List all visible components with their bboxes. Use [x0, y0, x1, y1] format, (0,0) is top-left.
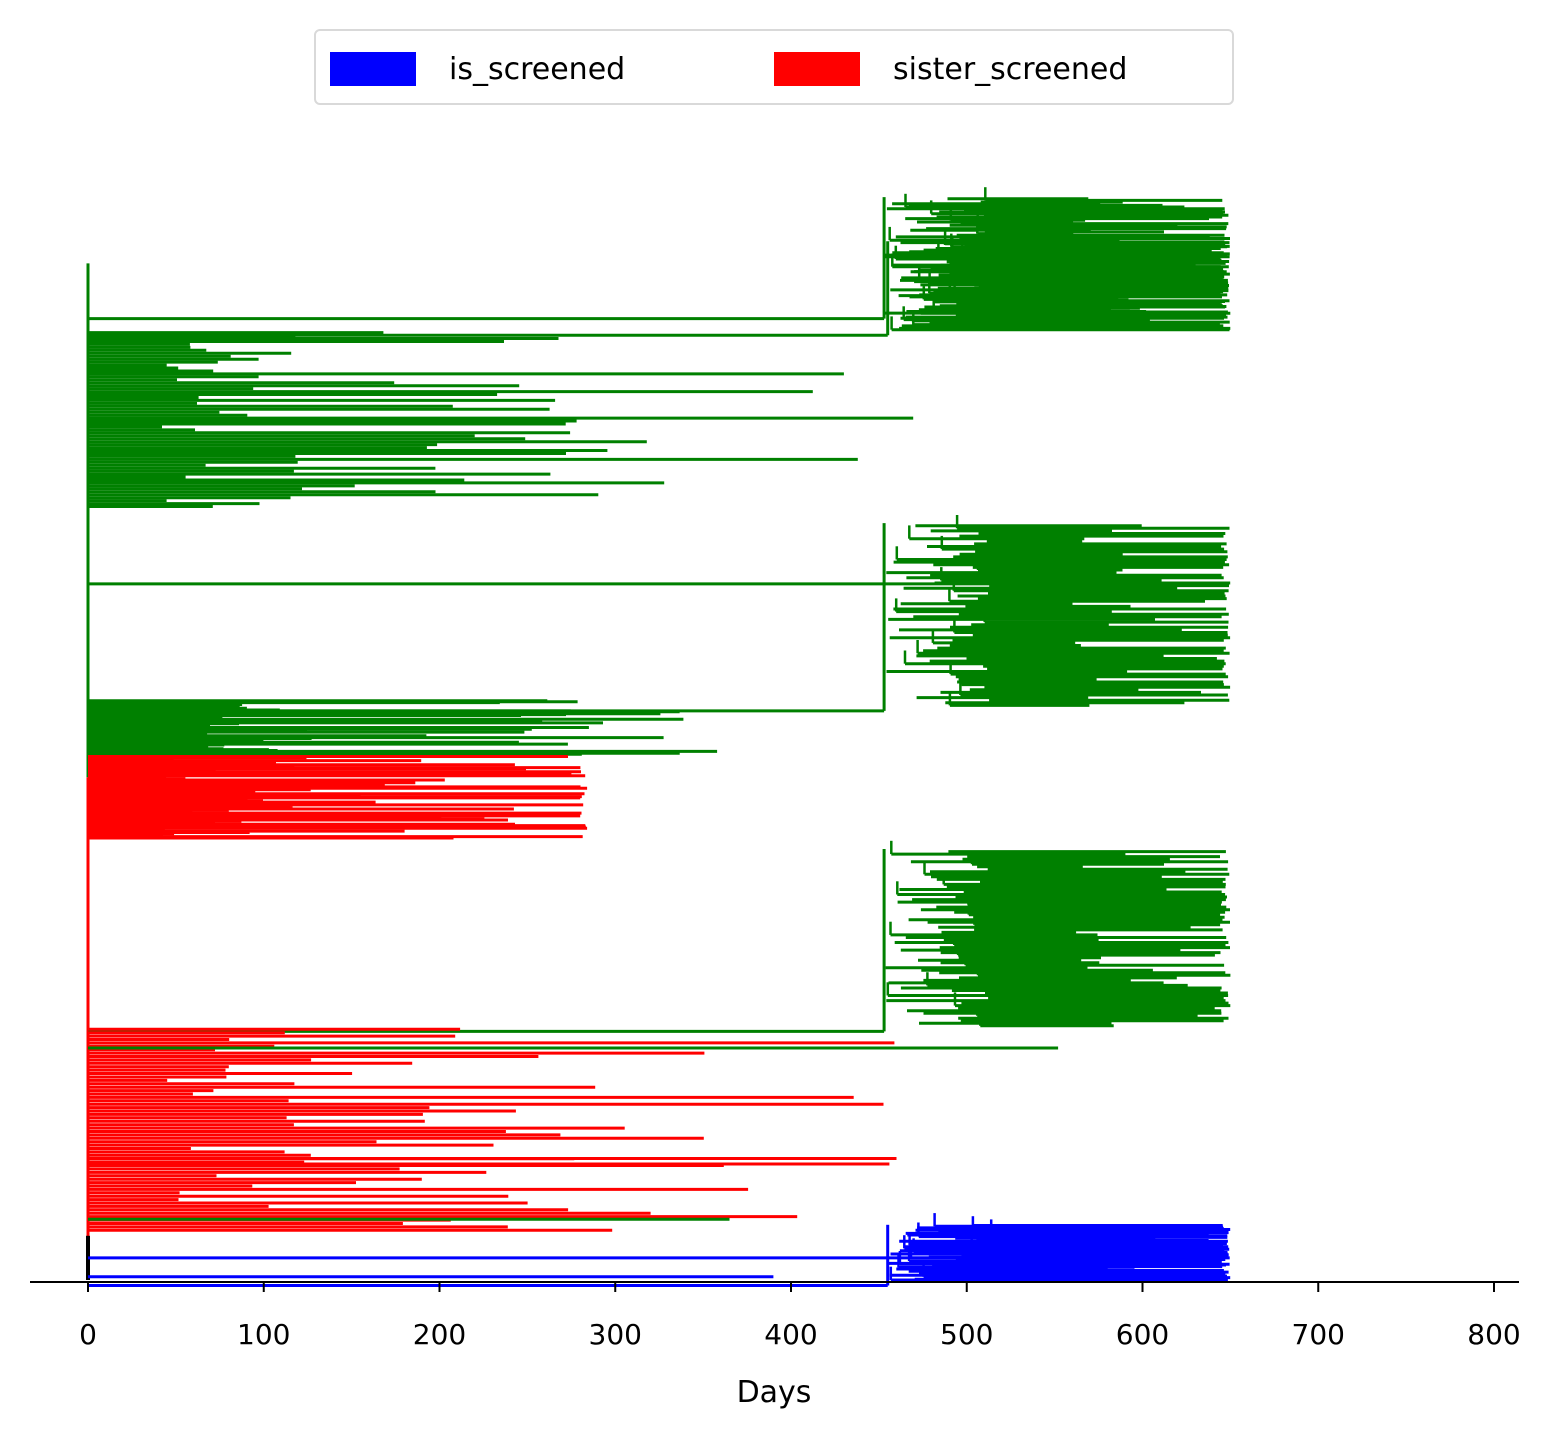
legend-label-sister-screened: sister_screened [893, 51, 1128, 87]
x-tick-label-100: 100 [237, 1318, 290, 1351]
legend-label-is-screened: is_screened [449, 51, 626, 87]
x-axis-label: Days [737, 1375, 812, 1410]
x-tick-label-300: 300 [589, 1318, 642, 1351]
legend-item-is-screened: is_screened [330, 49, 625, 89]
x-tick-label-0: 0 [79, 1318, 97, 1351]
legend: is_screened sister_screened [314, 29, 1234, 105]
x-tick-label-400: 400 [764, 1318, 817, 1351]
legend-swatch-sister-screened [774, 52, 860, 86]
x-tick-label-600: 600 [1116, 1318, 1169, 1351]
x-axis-ticks: 0 100 200 300 400 500 600 700 800 [79, 1282, 1521, 1351]
x-tick-label-200: 200 [413, 1318, 466, 1351]
x-tick-label-700: 700 [1292, 1318, 1345, 1351]
x-tick-label-800: 800 [1467, 1318, 1520, 1351]
x-tick-label-500: 500 [940, 1318, 993, 1351]
legend-item-sister-screened: sister_screened [774, 49, 1127, 89]
legend-swatch-is-screened [330, 52, 416, 86]
tree-branches [86, 187, 1231, 1287]
